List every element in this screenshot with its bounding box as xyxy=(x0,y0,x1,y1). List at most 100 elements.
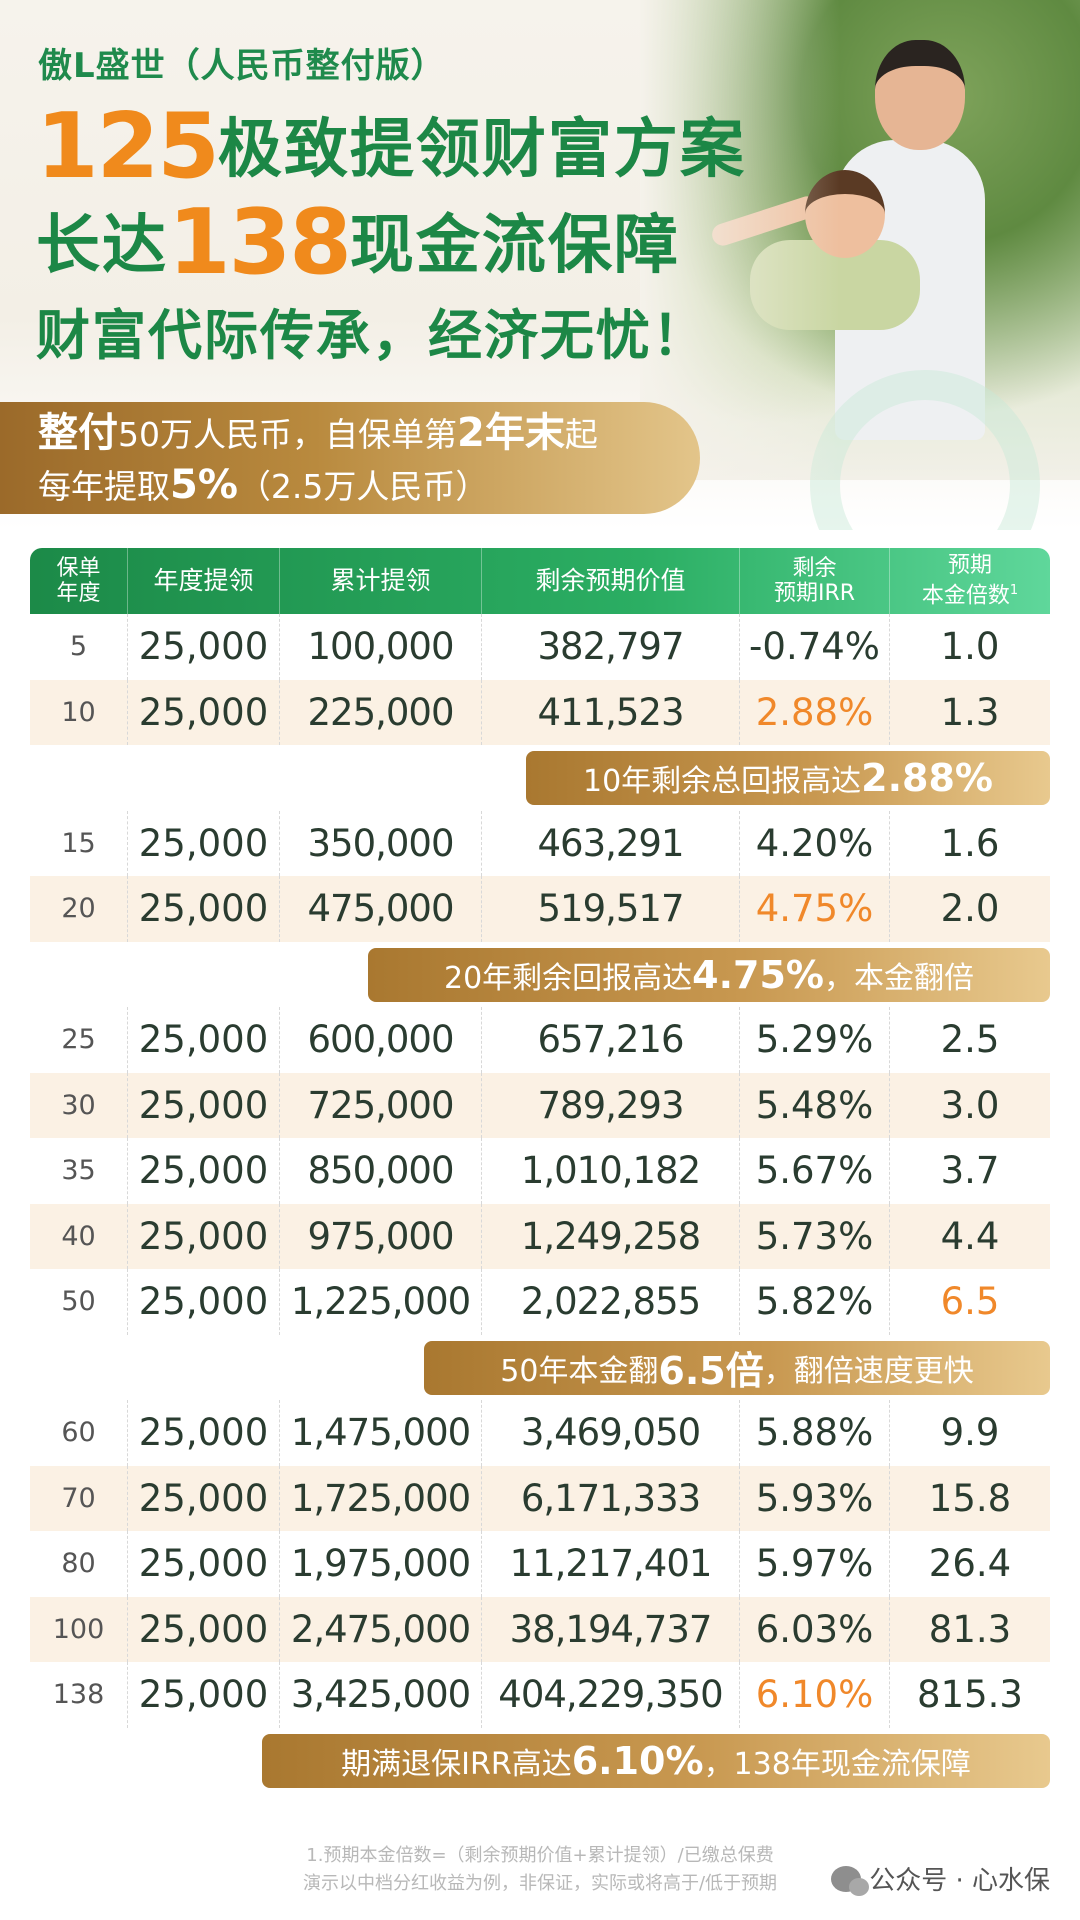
plan-withdraw-amount: （2.5万人民币） xyxy=(237,467,489,506)
cell-annual: 25,000 xyxy=(128,614,280,680)
plan-banner: 整付50万人民币，自保单第2年末起 每年提取5%（2.5万人民币） xyxy=(0,402,700,514)
cell-remaining: 2,022,855 xyxy=(482,1269,740,1335)
cell-annual: 25,000 xyxy=(128,1465,280,1531)
cell-remaining: 1,010,182 xyxy=(482,1138,740,1204)
callout-row-20: 20年剩余回报高达 4.75% ，本金翻倍 xyxy=(30,942,1050,1008)
table-row: 40 25,000 975,000 1,249,258 5.73% 4.4 xyxy=(30,1203,1050,1269)
cell-irr: 4.20% xyxy=(740,810,890,876)
cell-cumulative: 975,000 xyxy=(280,1203,482,1269)
cell-multiple: 3.7 xyxy=(940,1149,1000,1193)
watermark-text: 公众号 · 心水保 xyxy=(869,1866,1050,1896)
withdrawal-table: 保单 年度 年度提领 累计提领 剩余预期价值 剩余 预期IRR 预期 本金倍数1 5 … xyxy=(30,548,1050,1793)
cell-annual: 25,000 xyxy=(128,1531,280,1597)
cell-irr-highlight: 2.88% xyxy=(740,679,890,745)
cell-remaining: 463,291 xyxy=(482,810,740,876)
table-body: 5 25,000 100,000 382,797 -0.74% 1.0 10 2… xyxy=(30,614,1050,1793)
table-row: 80 25,000 1,975,000 11,217,401 5.97% 26.… xyxy=(30,1531,1050,1597)
cell-year: 60 xyxy=(30,1400,128,1466)
cell-multiple: 15.8 xyxy=(928,1476,1012,1520)
cell-year: 100 xyxy=(30,1596,128,1662)
cell-year: 138 xyxy=(30,1662,128,1728)
cell-multiple: 2.0 xyxy=(940,887,1000,931)
cell-annual: 25,000 xyxy=(128,876,280,942)
cell-cumulative: 850,000 xyxy=(280,1138,482,1204)
cell-year: 20 xyxy=(30,876,128,942)
header-annual-withdrawal: 年度提领 xyxy=(128,548,280,614)
table-row: 100 25,000 2,475,000 38,194,737 6.03% 81… xyxy=(30,1596,1050,1662)
cell-irr: 5.97% xyxy=(740,1531,890,1597)
cell-cumulative: 1,725,000 xyxy=(280,1465,482,1531)
headline-line-3: 财富代际传承，经济无忧！ xyxy=(36,304,708,367)
cell-irr-highlight: 6.10% xyxy=(740,1662,890,1728)
cell-cumulative: 725,000 xyxy=(280,1072,482,1138)
footnote-formula: 1.预期本金倍数=（剩余预期价值+累计提领）/已缴总保费 xyxy=(306,1845,774,1866)
cell-cumulative: 350,000 xyxy=(280,810,482,876)
cell-year: 35 xyxy=(30,1138,128,1204)
cell-remaining: 519,517 xyxy=(482,876,740,942)
callout-20-year: 20年剩余回报高达 4.75% ，本金翻倍 xyxy=(368,947,1050,1002)
cell-remaining: 657,216 xyxy=(482,1007,740,1073)
wechat-icon xyxy=(831,1865,870,1896)
cell-year: 40 xyxy=(30,1203,128,1269)
callout-50-year: 50年本金翻 6.5倍 ，翻倍速度更快 xyxy=(424,1340,1050,1395)
cell-year: 5 xyxy=(30,614,128,680)
headline-text-2: 现金流保障 xyxy=(349,209,680,283)
table-row: 35 25,000 850,000 1,010,182 5.67% 3.7 xyxy=(30,1138,1050,1204)
cell-remaining: 38,194,737 xyxy=(482,1596,740,1662)
cell-cumulative: 2,475,000 xyxy=(280,1596,482,1662)
cell-irr-highlight: 4.75% xyxy=(740,876,890,942)
plan-amount: 50万人民币，自保单第 xyxy=(118,415,457,454)
table-row: 25 25,000 600,000 657,216 5.29% 2.5 xyxy=(30,1007,1050,1073)
cell-remaining: 789,293 xyxy=(482,1072,740,1138)
cell-year: 50 xyxy=(30,1269,128,1335)
cell-multiple: 9.9 xyxy=(940,1411,1000,1455)
cell-multiple: 4.4 xyxy=(940,1214,1000,1258)
cell-remaining: 411,523 xyxy=(482,679,740,745)
cell-remaining: 6,171,333 xyxy=(482,1465,740,1531)
headline-text-1: 极致提领财富方案 xyxy=(217,113,746,187)
table-row: 10 25,000 225,000 411,523 2.88% 1.3 xyxy=(30,679,1050,745)
table-row: 15 25,000 350,000 463,291 4.20% 1.6 xyxy=(30,810,1050,876)
cell-cumulative: 1,225,000 xyxy=(280,1269,482,1335)
child-figure xyxy=(709,170,940,340)
cell-cumulative: 3,425,000 xyxy=(280,1662,482,1728)
cell-annual: 25,000 xyxy=(128,1400,280,1466)
cell-annual: 25,000 xyxy=(128,679,280,745)
header-policy-year: 保单 年度 xyxy=(30,548,128,614)
table-row: 60 25,000 1,475,000 3,469,050 5.88% 9.9 xyxy=(30,1400,1050,1466)
cell-irr: 6.03% xyxy=(740,1596,890,1662)
plan-start-suffix: 起 xyxy=(564,415,598,454)
cell-irr: 5.93% xyxy=(740,1465,890,1531)
cell-multiple: 3.0 xyxy=(940,1083,1000,1127)
cell-cumulative: 1,975,000 xyxy=(280,1531,482,1597)
hero-photo-family xyxy=(640,0,1080,530)
cell-year: 10 xyxy=(30,679,128,745)
footnote-disclaimer: 演示以中档分红收益为例，非保证，实际或将高于/低于预期 xyxy=(302,1873,778,1894)
callout-row-10: 10年剩余总回报高达 2.88% xyxy=(30,745,1050,811)
hero-section: 傲L盛世（人民币整付版） 125极致提领财富方案 长达138现金流保障 财富代际… xyxy=(0,0,1080,530)
cell-cumulative: 100,000 xyxy=(280,614,482,680)
headline-number-125: 125 xyxy=(36,94,220,199)
cell-annual: 25,000 xyxy=(128,1662,280,1728)
headline-number-138: 138 xyxy=(168,190,352,295)
cell-annual: 25,000 xyxy=(128,1138,280,1204)
plan-start-year: 2年末 xyxy=(457,410,565,456)
cell-irr: 5.67% xyxy=(740,1138,890,1204)
header-multiple: 预期 本金倍数1 xyxy=(921,553,1019,609)
cell-remaining: 382,797 xyxy=(482,614,740,680)
product-name: 傲L盛世（人民币整付版） xyxy=(38,46,446,86)
plan-line-2: 每年提取5%（2.5万人民币） xyxy=(38,460,700,512)
plan-withdraw-rate: 5% xyxy=(170,462,238,508)
header-irr: 剩余 预期IRR xyxy=(740,548,890,614)
cell-year: 30 xyxy=(30,1072,128,1138)
callout-row-138: 期满退保IRR高达 6.10% ，138年现金流保障 xyxy=(30,1728,1050,1794)
cell-multiple: 81.3 xyxy=(928,1607,1012,1651)
cell-annual: 25,000 xyxy=(128,1203,280,1269)
plan-line-1: 整付50万人民币，自保单第2年末起 xyxy=(38,408,700,460)
cell-annual: 25,000 xyxy=(128,810,280,876)
cell-irr: 5.82% xyxy=(740,1269,890,1335)
table-header: 保单 年度 年度提领 累计提领 剩余预期价值 剩余 预期IRR 预期 本金倍数1 xyxy=(30,548,1050,614)
table-row: 30 25,000 725,000 789,293 5.48% 3.0 xyxy=(30,1072,1050,1138)
cell-multiple: 2.5 xyxy=(940,1018,1000,1062)
callout-10-year: 10年剩余总回报高达 2.88% xyxy=(526,751,1050,805)
